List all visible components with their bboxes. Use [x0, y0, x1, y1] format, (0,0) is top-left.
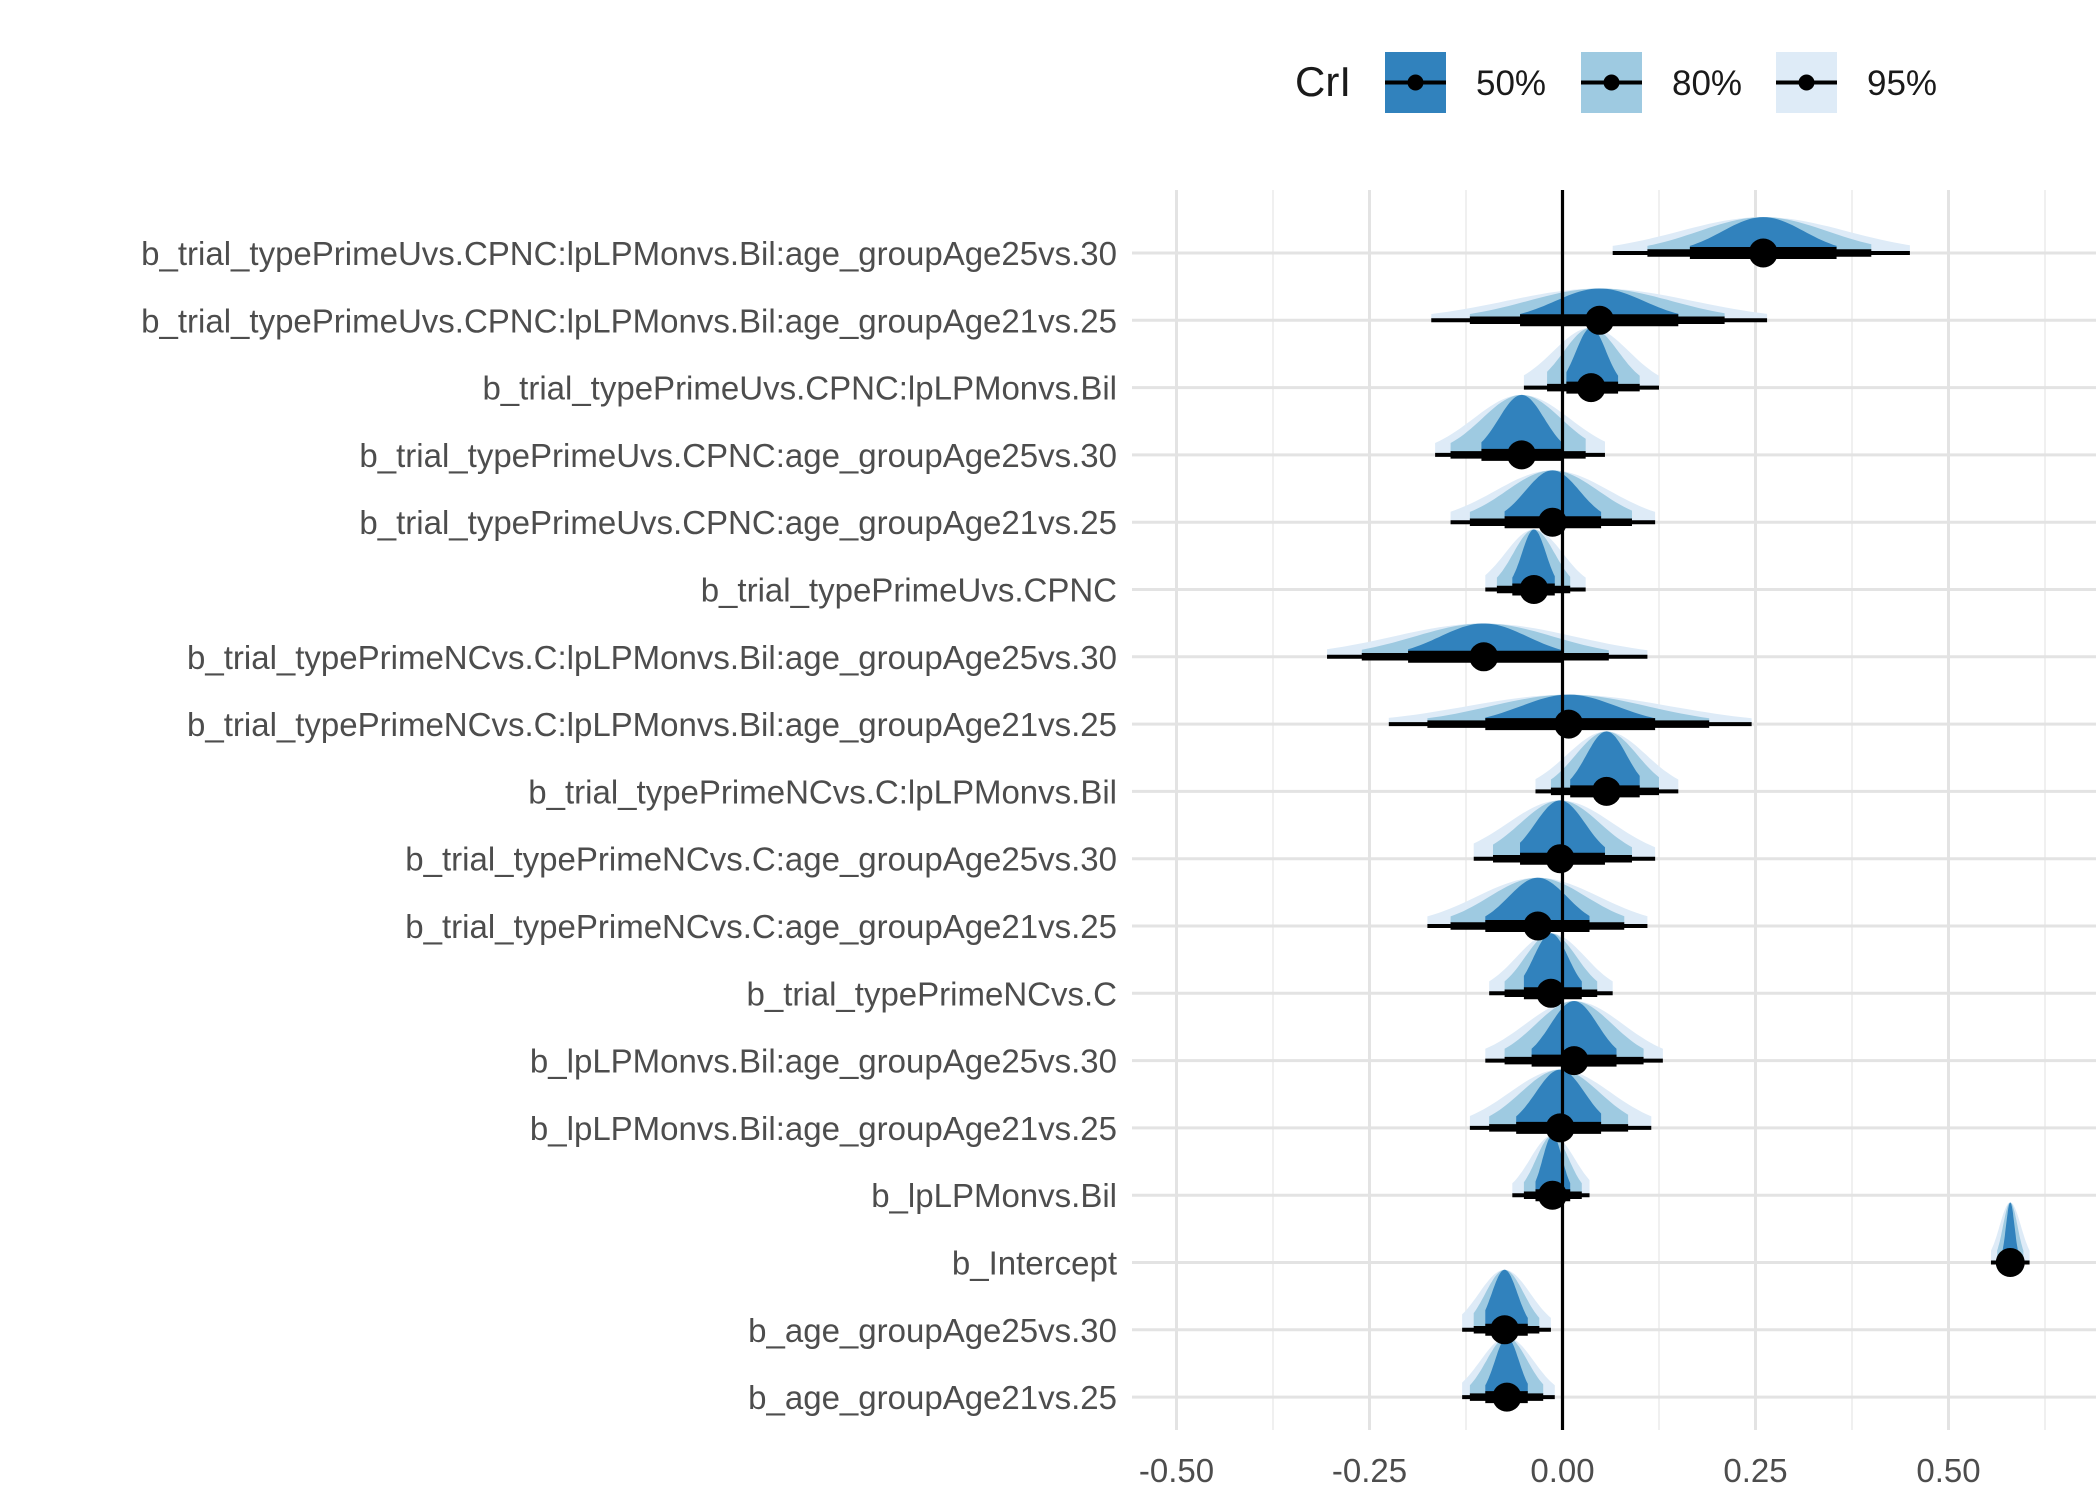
- density-50: [1520, 288, 1679, 321]
- y-axis-labels: b_trial_typePrimeUvs.CPNC:lpLPMonvs.Bil:…: [141, 235, 1117, 1416]
- density-50: [1570, 731, 1640, 792]
- median-point: [1585, 305, 1615, 335]
- median-point: [1469, 642, 1499, 672]
- y-tick-label: b_age_groupAge25vs.30: [748, 1312, 1117, 1349]
- density-50: [1512, 529, 1555, 590]
- median-point: [1995, 1248, 2025, 1277]
- density-50: [1408, 623, 1563, 657]
- legend-key-point: [1407, 74, 1424, 91]
- y-tick-label: b_trial_typePrimeUvs.CPNC: [701, 572, 1117, 609]
- y-tick-label: b_trial_typePrimeNCvs.C:lpLPMonvs.Bil:ag…: [187, 706, 1117, 743]
- y-tick-label: b_trial_typePrimeUvs.CPNC:age_groupAge21…: [359, 504, 1117, 541]
- median-point: [1507, 440, 1537, 470]
- median-point: [1537, 507, 1567, 537]
- x-tick-label: -0.25: [1332, 1452, 1407, 1489]
- median-point: [1748, 238, 1778, 268]
- y-tick-label: b_trial_typePrimeNCvs.C:age_groupAge21vs…: [405, 908, 1117, 945]
- median-point: [1545, 844, 1575, 874]
- interval-layer: [1327, 238, 2030, 1412]
- median-point: [1576, 373, 1606, 403]
- y-tick-label: b_trial_typePrimeUvs.CPNC:age_groupAge25…: [359, 437, 1117, 474]
- median-point: [1537, 1180, 1567, 1210]
- median-point: [1536, 978, 1566, 1008]
- legend-label: 80%: [1672, 64, 1742, 103]
- y-tick-label: b_trial_typePrimeUvs.CPNC:lpLPMonvs.Bil: [482, 370, 1117, 407]
- median-point: [1545, 1113, 1575, 1143]
- legend-key-point: [1798, 74, 1815, 91]
- legend-label: 50%: [1476, 64, 1546, 103]
- median-point: [1559, 1046, 1589, 1076]
- density-50: [1485, 1269, 1528, 1330]
- density-50: [1531, 1001, 1617, 1061]
- x-tick-label: 0.00: [1530, 1452, 1594, 1489]
- y-tick-label: b_lpLPMonvs.Bil:age_groupAge21vs.25: [530, 1110, 1117, 1147]
- x-axis-labels: -0.50 -0.25 0.00 0.25 0.50: [1139, 1452, 1981, 1489]
- density-50: [1485, 694, 1656, 725]
- y-tick-label: b_lpLPMonvs.Bil:age_groupAge25vs.30: [530, 1043, 1117, 1080]
- y-tick-label: b_Intercept: [952, 1245, 1117, 1282]
- y-tick-label: b_trial_typePrimeNCvs.C:age_groupAge25vs…: [405, 841, 1117, 878]
- y-tick-label: b_trial_typePrimeNCvs.C:lpLPMonvs.Bil:ag…: [187, 639, 1117, 676]
- legend: CrI 50% 80% 95%: [1295, 52, 1937, 113]
- y-tick-label: b_trial_typePrimeNCvs.C:lpLPMonvs.Bil: [528, 773, 1117, 810]
- median-point: [1592, 776, 1622, 806]
- density-50: [1516, 1069, 1602, 1128]
- density-50: [1504, 470, 1602, 523]
- x-tick-label: 0.25: [1723, 1452, 1787, 1489]
- density-50: [1689, 217, 1837, 253]
- density-50: [1566, 327, 1619, 388]
- density-50: [1523, 933, 1582, 994]
- median-point: [1490, 1315, 1520, 1345]
- density-50: [1481, 394, 1563, 455]
- median-point: [1554, 709, 1584, 739]
- legend-title: CrI: [1295, 58, 1351, 105]
- legend-key-point: [1603, 74, 1620, 91]
- legend-label: 95%: [1867, 64, 1937, 103]
- density-50: [1485, 1337, 1528, 1398]
- median-point: [1519, 575, 1549, 604]
- median-point: [1492, 1382, 1522, 1412]
- median-point: [1523, 911, 1553, 941]
- y-tick-label: b_lpLPMonvs.Bil: [871, 1177, 1117, 1214]
- density-50: [2002, 1202, 2018, 1263]
- y-tick-label: b_trial_typePrimeUvs.CPNC:lpLPMonvs.Bil:…: [141, 235, 1117, 272]
- density-layer: [1327, 217, 2030, 1398]
- y-tick-label: b_age_groupAge21vs.25: [748, 1379, 1117, 1416]
- x-tick-label: -0.50: [1139, 1452, 1214, 1489]
- x-tick-label: 0.50: [1916, 1452, 1980, 1489]
- y-tick-label: b_trial_typePrimeUvs.CPNC:lpLPMonvs.Bil:…: [141, 302, 1117, 339]
- y-tick-label: b_trial_typePrimeNCvs.C: [747, 975, 1117, 1012]
